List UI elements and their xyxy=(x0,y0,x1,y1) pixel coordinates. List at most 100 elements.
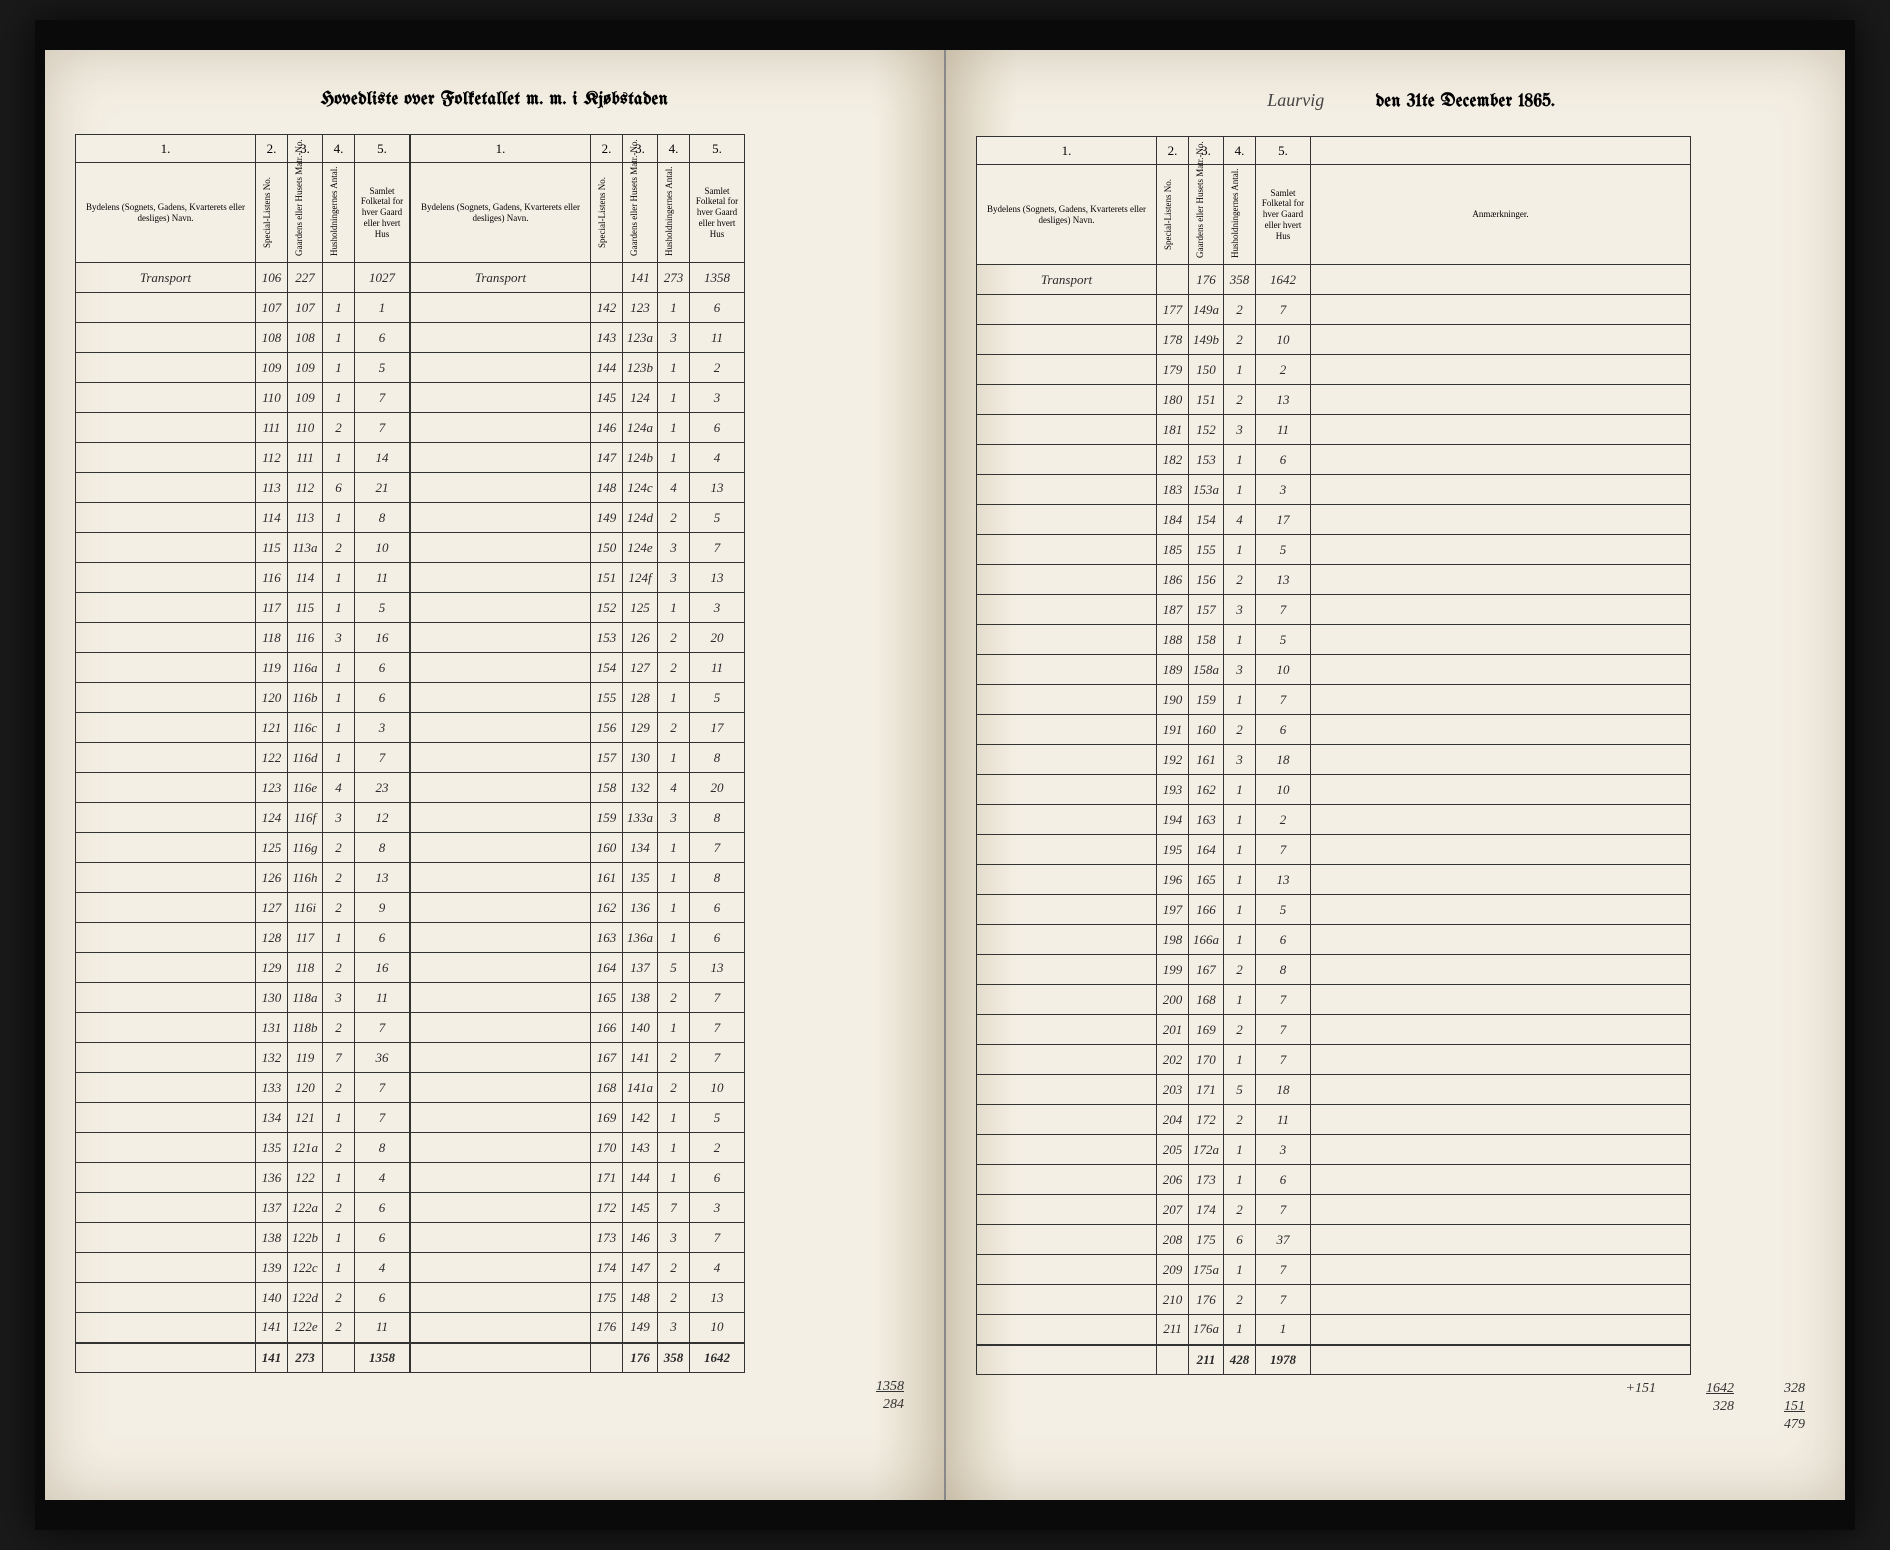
cell: 148 xyxy=(623,1283,658,1313)
cell: 1 xyxy=(323,383,355,413)
cell: 112 xyxy=(256,443,288,473)
table-row: 132119736 xyxy=(76,1043,410,1073)
cell: 153 xyxy=(1189,445,1224,475)
cell: 1 xyxy=(658,863,690,893)
name-cell xyxy=(76,563,256,593)
anm-cell xyxy=(1311,955,1691,985)
cell: 176 xyxy=(1189,265,1224,295)
anm-cell xyxy=(1311,1315,1691,1345)
table-row: 198166a16 xyxy=(977,925,1691,955)
name-cell xyxy=(977,475,1157,505)
cell: 1 xyxy=(323,683,355,713)
table-row: 175148213 xyxy=(411,1283,745,1313)
cell: 145 xyxy=(623,1193,658,1223)
cell: 1 xyxy=(323,503,355,533)
cell: 116 xyxy=(288,623,323,653)
cell: 10 xyxy=(690,1313,745,1343)
cell: 119 xyxy=(256,653,288,683)
cell: 7 xyxy=(1256,1285,1311,1315)
cell: 1 xyxy=(1224,985,1256,1015)
name-cell xyxy=(411,413,591,443)
cell: 202 xyxy=(1157,1045,1189,1075)
cell: 6 xyxy=(1256,445,1311,475)
name-cell xyxy=(977,1195,1157,1225)
cell: 1642 xyxy=(1256,265,1311,295)
cell: 6 xyxy=(355,653,410,683)
name-cell xyxy=(977,955,1157,985)
cell: 1 xyxy=(1224,835,1256,865)
anm-cell xyxy=(1311,895,1691,925)
cell: 116b xyxy=(288,683,323,713)
cell: 167 xyxy=(1189,955,1224,985)
cell: 5 xyxy=(658,953,690,983)
cell: 18 xyxy=(1256,745,1311,775)
anm-cell xyxy=(1311,1015,1691,1045)
col-num-3c: 3. xyxy=(1189,137,1224,165)
anm-cell xyxy=(1311,865,1691,895)
cell: 166 xyxy=(591,1013,623,1043)
cell: 142 xyxy=(623,1103,658,1133)
table-row: 118116316 xyxy=(76,623,410,653)
name-cell xyxy=(977,895,1157,925)
cell: 154 xyxy=(1189,505,1224,535)
table-row: 16113518 xyxy=(411,863,745,893)
cell: 1358 xyxy=(690,263,745,293)
cell: 156 xyxy=(591,713,623,743)
cell: 151 xyxy=(591,563,623,593)
cell: 2 xyxy=(1256,805,1311,835)
cell: 176a xyxy=(1189,1315,1224,1345)
page-title-right: Laurvig den 31te December 1865. xyxy=(976,90,1815,111)
cell: 113 xyxy=(256,473,288,503)
anm-cell xyxy=(1311,385,1691,415)
cell: 191 xyxy=(1157,715,1189,745)
name-cell xyxy=(977,685,1157,715)
cell: 6 xyxy=(355,1193,410,1223)
name-cell xyxy=(411,473,591,503)
name-cell xyxy=(977,445,1157,475)
table-row: 11111027 xyxy=(76,413,410,443)
table-row: 17014312 xyxy=(411,1133,745,1163)
cell: 171 xyxy=(591,1163,623,1193)
table-row: 16714127 xyxy=(411,1043,745,1073)
cell: 2 xyxy=(323,1073,355,1103)
cell: 140 xyxy=(256,1283,288,1313)
cell: 160 xyxy=(591,833,623,863)
right-footer: +151 1642 328 328 151 479 xyxy=(976,1380,1815,1435)
cell: 124a xyxy=(623,413,658,443)
name-cell xyxy=(411,923,591,953)
cell: 130 xyxy=(623,743,658,773)
cell: 159 xyxy=(1189,685,1224,715)
cell: 190 xyxy=(1157,685,1189,715)
cell: 179 xyxy=(1157,355,1189,385)
table-row: 168141a210 xyxy=(411,1073,745,1103)
cell: 1 xyxy=(1256,1315,1311,1345)
table-row: 176149310 xyxy=(411,1313,745,1343)
name-cell xyxy=(76,383,256,413)
cell: 139 xyxy=(256,1253,288,1283)
cell: 6 xyxy=(1256,715,1311,745)
anm-cell xyxy=(1311,355,1691,385)
name-cell xyxy=(76,833,256,863)
table-row: 20116927 xyxy=(977,1015,1691,1045)
cell: 153 xyxy=(591,623,623,653)
table-row: 149124d25 xyxy=(411,503,745,533)
cell: 189 xyxy=(1157,655,1189,685)
name-cell xyxy=(76,1013,256,1043)
cell: 2 xyxy=(658,1073,690,1103)
table-row: 115113a210 xyxy=(76,533,410,563)
block1-body: Transport1062271027107107111081081610910… xyxy=(76,263,410,1373)
name-cell xyxy=(977,505,1157,535)
cell: 2 xyxy=(658,1253,690,1283)
cell: 3 xyxy=(1224,745,1256,775)
anm-cell xyxy=(1311,475,1691,505)
anm-cell xyxy=(1311,1345,1691,1375)
col-header-3c: Gaardens eller Husets Matr.-No. xyxy=(1193,167,1207,262)
cell: 13 xyxy=(690,473,745,503)
anm-cell xyxy=(1311,295,1691,325)
name-cell xyxy=(76,443,256,473)
cell: 2 xyxy=(1224,295,1256,325)
name-cell xyxy=(411,1103,591,1133)
cell: 4 xyxy=(658,473,690,503)
cell: 3 xyxy=(690,383,745,413)
transport-label: Transport xyxy=(76,263,256,293)
